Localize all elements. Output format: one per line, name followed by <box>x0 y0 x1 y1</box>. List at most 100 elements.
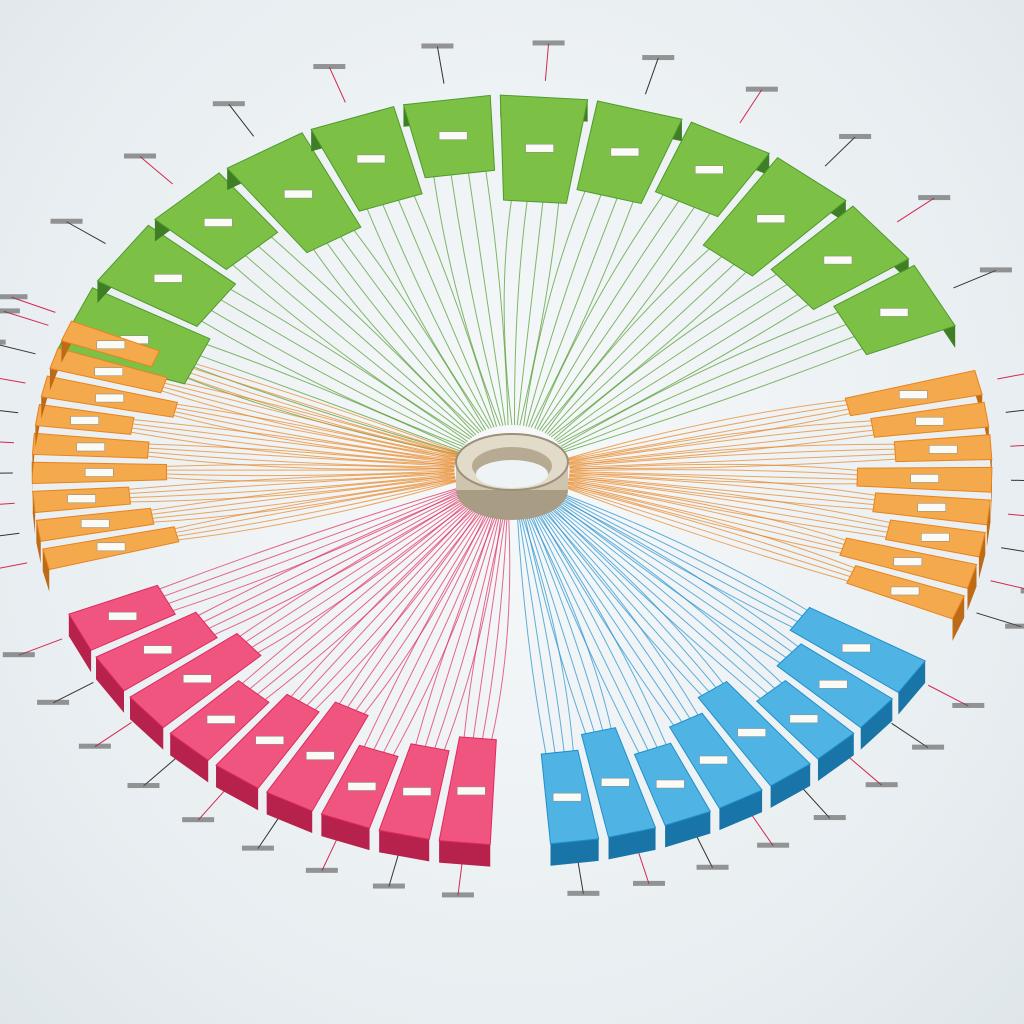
connector-line <box>538 509 683 723</box>
connector-line <box>569 434 875 465</box>
caption-placeholder <box>123 153 156 159</box>
connector-line <box>560 311 839 447</box>
leader-line <box>1001 547 1024 552</box>
block-label-plate <box>183 674 212 683</box>
leader-line <box>824 136 856 167</box>
connector-line <box>568 425 873 464</box>
connector-line <box>554 500 781 664</box>
connector-line <box>539 508 691 719</box>
connector-line <box>566 483 841 554</box>
caption-placeholder <box>0 294 28 300</box>
connector-line <box>534 194 664 429</box>
block-label-plate <box>879 308 909 317</box>
block-label-plate <box>143 645 172 654</box>
connector-line <box>481 514 508 740</box>
block-shade <box>952 595 965 641</box>
caption-placeholder <box>441 892 474 898</box>
block-shade <box>608 827 656 860</box>
leader-line <box>436 46 445 84</box>
connector-line <box>569 448 896 468</box>
connector-line <box>568 429 874 465</box>
connector-line <box>516 201 544 426</box>
connector-line <box>363 511 491 748</box>
leader-line <box>139 156 173 185</box>
caption-placeholder <box>952 702 985 708</box>
caption-placeholder <box>865 782 898 788</box>
caption-placeholder <box>839 133 872 139</box>
connector-line <box>525 193 602 427</box>
leader-line <box>388 849 401 887</box>
connector-line <box>290 505 478 698</box>
block-shade <box>665 811 711 848</box>
connector-line <box>566 484 855 569</box>
block-shade <box>550 838 599 866</box>
block-label-plate <box>76 442 105 452</box>
block-shade <box>216 765 259 811</box>
caption-placeholder <box>37 699 70 705</box>
connector-line <box>203 493 464 623</box>
connector-line <box>366 208 490 429</box>
connector-line <box>548 503 761 700</box>
connector-line <box>175 407 457 461</box>
block-label-plate <box>899 390 928 399</box>
connector-line <box>129 473 455 494</box>
block-side <box>986 500 991 547</box>
leader-line <box>739 89 763 124</box>
block-side <box>42 548 50 592</box>
leader-line <box>694 832 713 868</box>
block-shade <box>36 520 41 564</box>
connector-line <box>523 190 586 426</box>
connector-line <box>251 499 469 648</box>
leader-line <box>848 757 883 786</box>
connector-line <box>568 475 874 510</box>
leader-line <box>891 722 929 749</box>
block-label-plate <box>284 189 313 199</box>
leader-line <box>0 532 20 537</box>
connector-line <box>434 513 501 749</box>
connector-line <box>133 419 456 463</box>
connector-line <box>159 487 460 590</box>
block-shade <box>817 733 854 781</box>
leader-line <box>544 43 550 81</box>
block-side <box>170 733 209 783</box>
connector-line <box>555 283 789 441</box>
block-shade <box>42 548 50 592</box>
connector-line <box>163 488 460 597</box>
block-label-plate <box>204 218 233 227</box>
connector-line <box>551 502 776 689</box>
block-label-plate <box>255 736 284 745</box>
block-label-plate <box>95 393 124 403</box>
connector-line <box>568 413 851 462</box>
connector-line <box>567 399 846 459</box>
leader-line <box>0 377 26 384</box>
connector-line <box>229 288 468 442</box>
connector-line <box>541 508 699 716</box>
connector-line <box>467 171 506 426</box>
connector-line <box>415 513 498 746</box>
connector-line <box>397 199 495 428</box>
leader-line <box>328 66 346 103</box>
caption-placeholder <box>1005 623 1024 629</box>
connector-line <box>564 487 849 582</box>
connector-line <box>413 195 498 427</box>
connector-line <box>567 404 848 460</box>
leader-line <box>1011 479 1024 481</box>
connector-line <box>555 499 787 659</box>
block-label-plate <box>823 255 853 265</box>
connector-line <box>569 443 895 467</box>
connector-line <box>546 505 724 685</box>
block-shade <box>898 660 926 715</box>
caption-placeholder <box>912 744 945 750</box>
leader-line <box>801 787 831 819</box>
connector-line <box>567 481 846 541</box>
block-label-plate <box>84 468 114 477</box>
connector-line <box>154 360 459 455</box>
connector-line <box>556 498 793 653</box>
connector-line <box>131 427 456 465</box>
connector-line <box>270 236 477 436</box>
block-shade <box>266 792 313 833</box>
caption-placeholder <box>813 815 846 821</box>
block-side <box>978 532 986 579</box>
leader-line <box>0 410 19 414</box>
connector-line <box>528 196 618 428</box>
